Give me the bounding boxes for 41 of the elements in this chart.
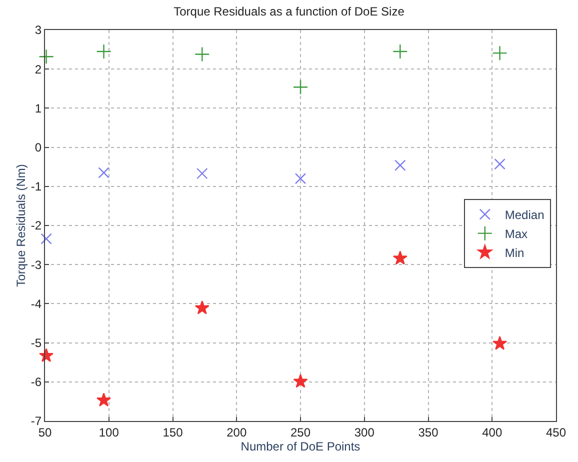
x-tick-label: 100 (98, 425, 120, 440)
y-axis-title: Torque Residuals (Nm) (14, 164, 28, 287)
point (196, 168, 208, 180)
legend-label: Min (504, 246, 524, 260)
point (96, 44, 112, 60)
point (194, 46, 210, 62)
x-tick-label: 200 (226, 425, 247, 440)
x-axis-title: Number of DoE Points (240, 439, 360, 454)
point (38, 48, 54, 64)
x-tick-label: 250 (290, 425, 311, 440)
point (292, 79, 308, 95)
x-tick-label: 350 (418, 425, 439, 440)
x-tick-label: 300 (354, 425, 375, 440)
x-tick-label: 450 (546, 425, 566, 440)
y-tick-label: 0 (34, 140, 42, 154)
y-tick-label: -5 (30, 336, 42, 350)
point (394, 160, 406, 171)
y-tick-label: -1 (30, 180, 42, 194)
point (98, 167, 110, 178)
legend-label: Median (504, 208, 544, 222)
point (96, 392, 112, 407)
y-tick-label: -6 (30, 375, 42, 390)
x-tick-label: 400 (482, 425, 502, 440)
y-tick-label: -2 (30, 218, 42, 233)
point (492, 45, 508, 61)
y-tick-label: 1 (34, 101, 42, 116)
point (392, 44, 408, 60)
x-tick-label: 150 (162, 425, 184, 440)
y-tick-label: -3 (30, 258, 42, 272)
point (392, 250, 408, 265)
point (294, 172, 306, 184)
point (40, 233, 52, 244)
point (494, 158, 506, 170)
y-tick-label: 2 (34, 62, 42, 76)
point (293, 374, 308, 388)
point (492, 336, 508, 350)
y-tick-label: -4 (30, 296, 42, 311)
chart-title: Torque Residuals as a function of DoE Size (174, 4, 405, 18)
y-tick-label: 3 (34, 23, 42, 38)
legend-label: Max (504, 227, 528, 241)
point (194, 300, 210, 314)
